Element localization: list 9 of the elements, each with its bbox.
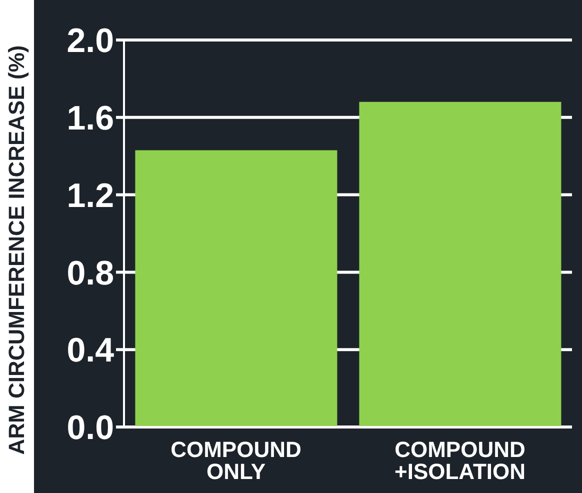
y-tick-label: 0.8 (66, 254, 114, 292)
y-axis-title: ARM CIRCUMFERENCE INCREASE (%) (4, 45, 30, 455)
y-tick-label: 2.0 (66, 22, 114, 60)
x-tick-label: COMPOUND ONLY (170, 437, 302, 484)
y-tick-label: 1.6 (66, 99, 114, 138)
y-tick-label: 0.4 (66, 332, 114, 370)
x-tick-label: COMPOUND +ISOLATION (394, 437, 526, 484)
y-tick-label: 0.0 (66, 409, 114, 448)
y-tick-label: 1.2 (66, 176, 114, 215)
